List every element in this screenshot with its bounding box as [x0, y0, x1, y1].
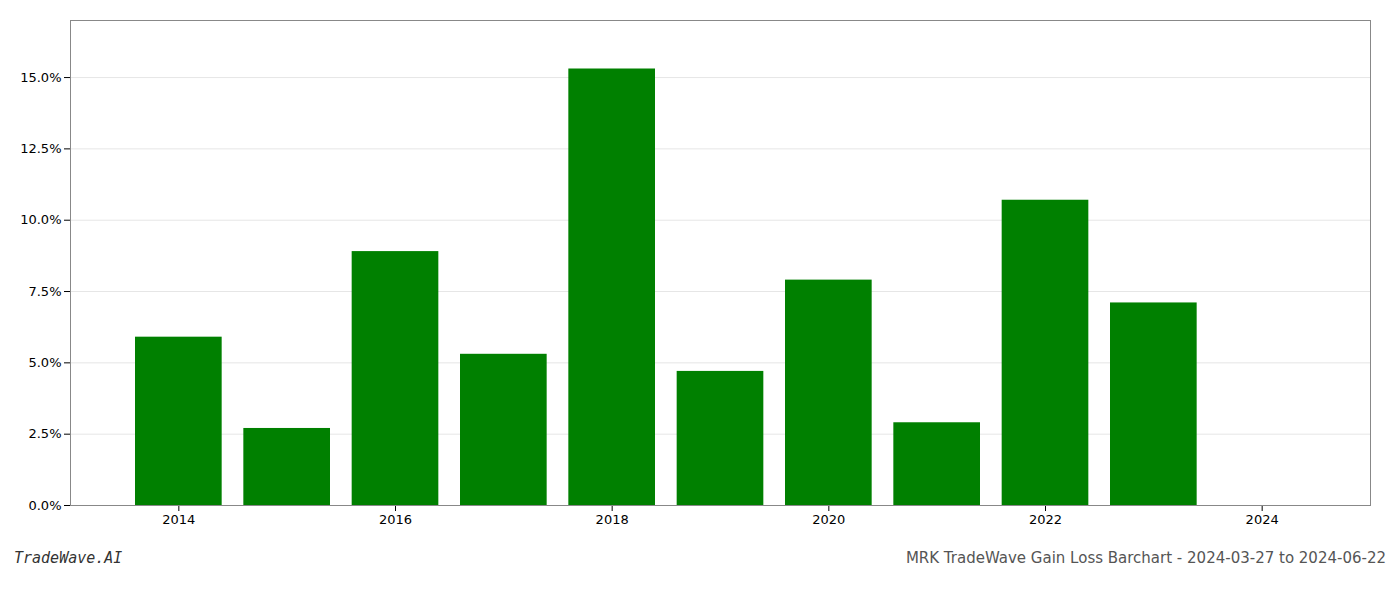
- svg-text:2014: 2014: [162, 512, 195, 527]
- html-text:TradeWave.AI: TradeWave.AI: [14, 549, 123, 567]
- svg-text:2020: 2020: [812, 512, 845, 527]
- svg-text:15.0%: 15.0%: [20, 70, 61, 85]
- svg-text:2024: 2024: [1246, 512, 1279, 527]
- svg-text:2018: 2018: [596, 512, 629, 527]
- svg-text:2016: 2016: [379, 512, 412, 527]
- svg-text:2022: 2022: [1029, 512, 1062, 527]
- html-text:MRK TradeWave Gain Loss Barcha: MRK TradeWave Gain Loss Barchart - 2024-…: [905, 549, 1386, 567]
- svg-text:7.5%: 7.5%: [28, 284, 61, 299]
- svg-text:2.5%: 2.5%: [28, 426, 61, 441]
- svg-text:10.0%: 10.0%: [20, 212, 61, 227]
- svg-text:0.0%: 0.0%: [28, 498, 61, 513]
- svg-text:12.5%: 12.5%: [20, 141, 61, 156]
- svg-text:5.0%: 5.0%: [28, 355, 61, 370]
